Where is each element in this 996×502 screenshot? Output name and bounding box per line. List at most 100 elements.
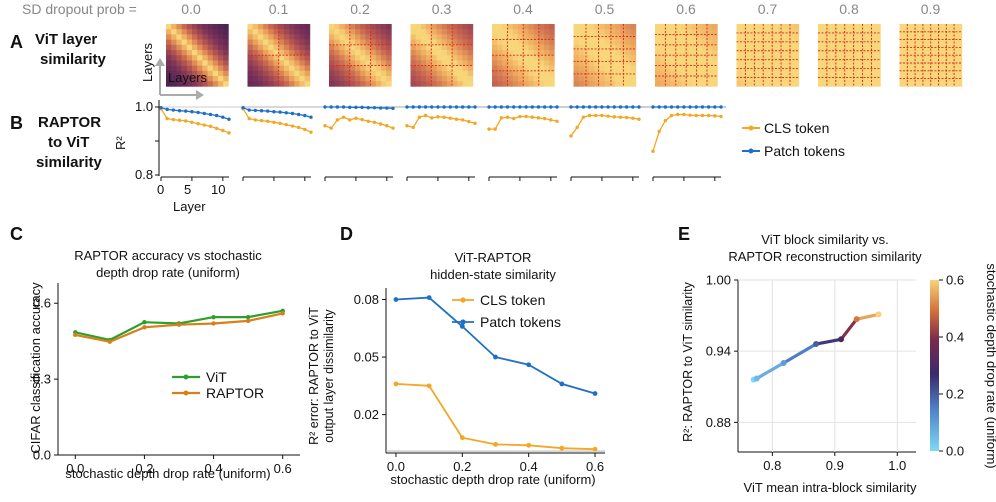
heatmap-cell <box>252 70 259 77</box>
heatmap-cell <box>594 65 600 72</box>
heatmap-cell <box>701 60 708 66</box>
heatmap-cell <box>533 81 540 87</box>
heatmap-cell <box>793 34 800 40</box>
heatmap-cell <box>675 76 682 82</box>
heatmap-cell <box>772 60 779 66</box>
heatmap-cell <box>767 34 774 40</box>
heatmap-cell <box>289 55 295 61</box>
heatmap-cell <box>299 70 305 77</box>
cls-point <box>676 112 680 117</box>
patch-point <box>594 105 598 109</box>
heatmap-cell <box>757 81 763 87</box>
heatmap-cell <box>772 29 779 35</box>
heatmap-cell <box>218 55 224 61</box>
heatmap-cell <box>334 70 340 77</box>
heatmap-cell <box>864 70 871 77</box>
heatmap-cell <box>507 50 514 56</box>
heatmap-cell <box>218 44 224 51</box>
x-tick-label: 0.2 <box>135 461 153 476</box>
heatmap-cell <box>681 34 687 40</box>
heatmap-cell <box>762 44 768 51</box>
heatmap-cell <box>844 29 850 35</box>
trajectory-point <box>838 336 845 343</box>
panel-c-title-line2: depth drop rate (uniform) <box>96 265 240 280</box>
heatmap-cell <box>544 50 550 56</box>
heatmap-cell <box>620 55 626 61</box>
patch-point <box>278 110 282 114</box>
heatmap-cell <box>207 44 214 51</box>
heatmap-cell <box>497 70 503 77</box>
heatmap-cell <box>899 39 905 46</box>
heatmap-cell <box>823 44 829 51</box>
heatmap-cell <box>941 44 947 51</box>
heatmap-cell <box>615 81 621 87</box>
heatmap-cell <box>247 55 253 61</box>
heatmap-cell <box>197 60 203 66</box>
heatmap-cell <box>696 81 703 87</box>
heatmap-cell <box>186 29 193 35</box>
heatmap-cell <box>528 81 534 87</box>
heatmap-cell <box>186 39 193 46</box>
patch-point <box>423 105 428 109</box>
heatmap-cell <box>767 70 774 77</box>
heatmap-cell <box>736 29 742 35</box>
cls-point <box>227 131 231 135</box>
heatmap-cell <box>594 60 600 66</box>
heatmap-cell <box>176 44 182 51</box>
heatmap-cell <box>192 29 198 35</box>
patch-point <box>184 109 188 113</box>
heatmap-cell <box>355 50 361 56</box>
heatmap-cell <box>176 50 182 56</box>
heatmap-cell <box>615 44 621 51</box>
heatmap-cell <box>492 34 498 40</box>
heatmap-cell <box>166 29 172 35</box>
heatmap-cell <box>386 29 392 35</box>
heatmap-cell <box>457 34 463 40</box>
heatmap-cell <box>523 39 529 46</box>
heatmap-cell <box>467 70 474 77</box>
heatmap-cell <box>502 29 508 35</box>
heatmap-cell <box>278 29 285 35</box>
heatmap-cell <box>426 70 432 77</box>
heatmap-cell <box>909 76 916 82</box>
patch-point <box>266 109 270 113</box>
cls-point <box>214 126 219 131</box>
heatmap-cell <box>462 76 468 82</box>
heatmap-cell <box>665 70 671 77</box>
heatmap-cell <box>859 34 866 40</box>
heatmap-cell <box>844 76 850 82</box>
prob-label: 0.4 <box>513 1 533 17</box>
layers-y-label: Layers <box>140 42 155 82</box>
heatmap-cell <box>176 34 182 40</box>
heatmap-cell <box>344 65 351 72</box>
heatmap-cell <box>696 34 703 40</box>
colorbar-tick-label: 0.2 <box>946 387 964 402</box>
heatmap-cell <box>909 60 916 66</box>
heatmap-cell <box>257 76 264 82</box>
heatmap-cell <box>252 50 259 56</box>
series-point <box>107 339 113 344</box>
heatmap-cell <box>294 81 300 87</box>
heatmap-cell <box>686 39 692 46</box>
heatmap-cell <box>528 50 534 56</box>
heatmap-cell <box>772 34 779 40</box>
heatmap-cell <box>299 39 305 46</box>
cls-point <box>542 116 547 121</box>
heatmap-cell <box>549 76 555 82</box>
heatmap-cell <box>339 55 345 61</box>
heatmap-cell <box>630 76 637 82</box>
heatmap-cell <box>462 65 468 72</box>
patch-point <box>253 108 258 113</box>
heatmap-cell <box>304 81 311 87</box>
heatmap-cell <box>946 81 952 87</box>
heatmap-cell <box>833 44 840 51</box>
heatmap-cell <box>904 55 911 61</box>
heatmap-cell <box>660 70 666 77</box>
cls-point <box>341 115 346 119</box>
heatmap-cell <box>283 50 290 56</box>
heatmap-cell <box>583 29 590 35</box>
heatmap-cell <box>452 60 458 66</box>
series-point <box>280 311 285 316</box>
heatmap-cell <box>701 34 708 40</box>
heatmap-cell <box>864 55 871 61</box>
